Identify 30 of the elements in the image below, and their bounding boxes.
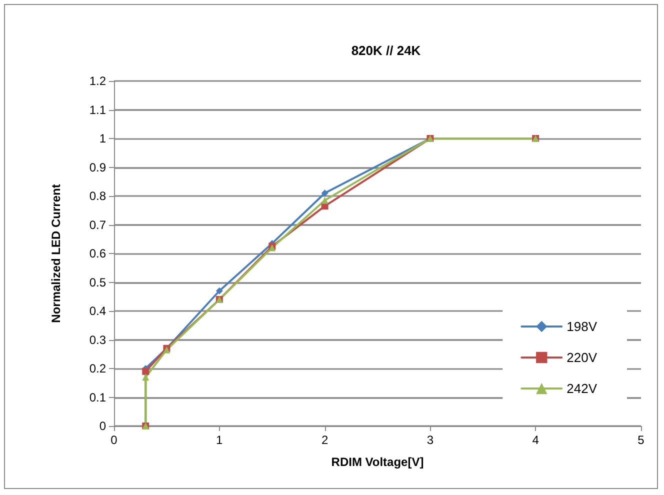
x-axis-title: RDIM Voltage[V]: [331, 455, 424, 469]
x-tick-label: 1: [216, 433, 224, 447]
legend-label: 198V: [566, 319, 598, 334]
x-tick-label: 2: [321, 433, 328, 447]
point: [142, 368, 150, 375]
x-tick-label: 5: [638, 433, 645, 447]
y-tick-label: 0.7: [89, 218, 106, 232]
y-tick-label: 0.8: [89, 189, 106, 203]
point: [321, 196, 328, 204]
y-tick-label: 1: [99, 132, 106, 146]
point: [321, 190, 328, 197]
x-tick-label: 0: [110, 433, 118, 447]
chart-title: 820K // 24K: [351, 43, 422, 58]
y-tick-label: 0.3: [89, 332, 106, 347]
y-tick-label: 0.5: [89, 275, 106, 290]
point: [216, 287, 223, 294]
x-tick-label: 4: [532, 433, 540, 447]
y-tick-label: 0.4: [89, 304, 106, 318]
y-tick-label: 0.9: [89, 160, 106, 174]
y-axis-title: Normalized LED Current: [49, 184, 63, 323]
legend-label: 220V: [566, 350, 598, 365]
y-tick-label: 1.1: [89, 102, 106, 117]
x-tick-label: 3: [426, 433, 434, 447]
y-tick-label: 1.2: [89, 74, 106, 88]
point: [142, 374, 150, 381]
y-tick-label: 0.2: [89, 362, 106, 376]
y-tick-label: 0: [99, 419, 106, 433]
legend-label: 242V: [566, 381, 598, 396]
y-tick-label: 0.6: [89, 246, 106, 260]
y-tick-label: 0.1: [89, 390, 106, 404]
